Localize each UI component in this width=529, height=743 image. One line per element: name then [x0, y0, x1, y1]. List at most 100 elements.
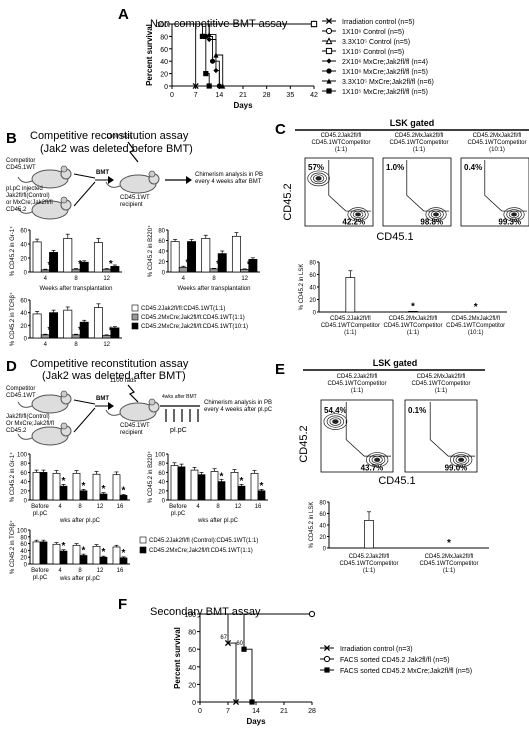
mouse-ear: [60, 196, 68, 204]
flow-plot: [320, 399, 394, 473]
arrow-head: [186, 176, 192, 184]
panel-b-title: Competitive reconstitution assay: [30, 130, 189, 142]
panel-b: B Competitive reconstitution assay (Jak2…: [0, 112, 275, 352]
x-tick-label: 16: [255, 504, 262, 510]
flow-plot-label: CD45.2MxJak2fl/fl CD45.1WTCompetitor (1:1): [411, 374, 470, 394]
y-tick-label: 20: [20, 489, 27, 495]
mouse-tail: [17, 433, 33, 440]
flow-plot-label: CD45.2MxJak2fl/fl CD45.1WTCompetitor (10:1…: [467, 133, 526, 153]
survival-point: [192, 82, 199, 90]
survival-point: [241, 646, 247, 652]
y-tick-label: 80: [158, 462, 165, 468]
x-tick-label: 0: [198, 708, 202, 715]
bar: [59, 550, 68, 565]
legend-label: Irradiation control (n=5): [342, 19, 415, 26]
radiation-bolt: [127, 141, 139, 163]
x-tick-label: 4: [182, 276, 186, 282]
bar: [345, 277, 356, 313]
significance-star: *: [78, 259, 82, 270]
panel-d-title: Competitive reconstitution assay: [30, 358, 189, 370]
y-tick-label: 60: [158, 239, 165, 245]
x-tick-label: 42: [310, 92, 318, 99]
flow-plot: [304, 157, 374, 227]
flow-contour: [352, 210, 364, 219]
flow-contour: [511, 212, 517, 217]
y-axis-label: Percent survival: [173, 627, 182, 689]
bar: [230, 472, 239, 501]
flow-plot-label: CD45.2MxJak2fl/fl CD45.1WTCompetitor (1:1): [389, 133, 448, 153]
y-tick-label: 100: [184, 612, 196, 619]
survival-point: [213, 52, 219, 58]
legend-label: CD45.2Jak2fl/fl:CD45.1WT(1:1): [141, 306, 225, 312]
x-axis-label: wks after pI.pC: [59, 518, 101, 524]
x-tick-label: 4: [58, 504, 62, 510]
bar: [49, 312, 59, 339]
bar: [231, 235, 241, 273]
analysis-label: Chimerism analysis in PB every 4 weeks af…: [204, 400, 273, 413]
y-tick-label: 20: [309, 298, 316, 304]
y-tick-label: 0: [24, 499, 28, 505]
x-tick-label: 21: [239, 92, 247, 99]
x-tick-label: 14: [215, 92, 223, 99]
y-tick-label: 20: [158, 489, 165, 495]
legend-label: 3.3X10⁵ Control (n=5): [342, 39, 410, 46]
flow-contour: [347, 207, 369, 222]
x-tick-label: 28: [263, 92, 271, 99]
panel-a: A Non-competitive BMT assay 0 20 40 60 80 100…: [0, 0, 529, 112]
recipient-mouse: [105, 170, 160, 194]
y-tick-label: 60: [158, 471, 165, 477]
y-tick-label: 0: [164, 84, 168, 91]
bar: [237, 485, 246, 501]
y-axis-label: % CD45.2 in Gr-1⁺: [9, 226, 16, 277]
survival-line: [200, 613, 256, 703]
panel-letter-f: F: [118, 596, 128, 613]
legend-marker: [326, 58, 332, 64]
y-tick-label: 100: [17, 529, 28, 535]
flow-contour: [503, 207, 525, 222]
survival-point: [220, 83, 226, 89]
x-axis-label: wks after pI.pC: [59, 576, 101, 582]
legend-swatch: [131, 322, 139, 330]
significance-star: *: [109, 259, 113, 270]
y-axis-label: % CD45.2 in LSK: [299, 264, 305, 311]
significance-star: *: [447, 538, 451, 549]
legend-swatch: [139, 546, 147, 554]
legend-swatch: [131, 313, 139, 321]
y-tick-label: 0: [162, 271, 166, 277]
survival-point: [206, 36, 212, 43]
legend-label: FACS sorted CD45.2 MxCre;Jak2fl/fl (n=5): [340, 668, 472, 675]
point-label: 67: [220, 635, 227, 641]
x-tick-label: 0: [170, 92, 174, 99]
mouse-tail: [17, 401, 33, 408]
y-axis-label: Percent survival: [145, 24, 154, 86]
flow-y-axis-label: CD45.2: [282, 183, 294, 220]
bar: [32, 541, 41, 565]
legend-label: FACS sorted CD45.2 Jak2fl/fl (n=5): [340, 657, 450, 664]
panel-a-chart: 0 20 40 60 80 100 0 7 14 21 28 35 42 Days Percent surv…: [145, 17, 434, 110]
bar: [170, 241, 180, 273]
y-axis-label: % CD45.2 in Gr-1⁺: [9, 452, 16, 503]
y-tick-label: 40: [20, 480, 27, 486]
y-tick-label: 100: [17, 453, 28, 459]
legend-label: Irradiation control (n=3): [340, 646, 413, 653]
recipient-label: CD45.1WT recipient: [120, 423, 150, 436]
legend-label: CD45.2MxCre;Jak2fl/fl:CD45.1WT(1:1): [141, 315, 245, 321]
x-tick-label: 8: [216, 504, 220, 510]
flow-plot-frame: [460, 157, 529, 227]
gate-percent-top: 54.4%: [324, 406, 347, 415]
legend-marker: [324, 667, 330, 673]
panel-f-title: Secondary BMT assay: [150, 606, 261, 618]
gate-percent-top: 0.4%: [464, 163, 482, 172]
legend-label: CD45.2Jak2fl/fl (Control):CD45.1WT(1:1): [149, 538, 258, 544]
competitor-mouse: [17, 165, 72, 189]
x-tick-label: 8: [78, 504, 82, 510]
gate-percent-top: 1.0%: [386, 163, 404, 172]
mouse-tail: [105, 409, 121, 416]
y-axis-label: % CD45.2 in B220⁺: [147, 225, 154, 278]
legend-marker: [323, 644, 331, 652]
y-tick-label: 60: [319, 512, 326, 518]
flow-contour: [369, 454, 386, 466]
bar: [39, 541, 48, 565]
legend-label: 3.3X10⁵ MxCre;Jak2fl/fl (n=6): [342, 79, 434, 86]
bar: [99, 493, 108, 501]
